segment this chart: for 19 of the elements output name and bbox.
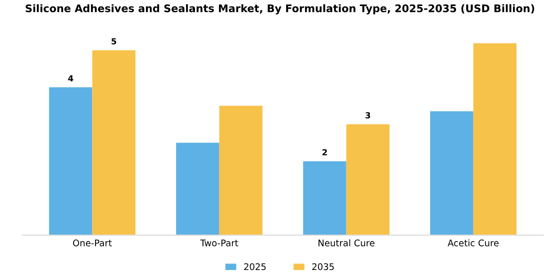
- legend-label: 2025: [244, 263, 266, 270]
- bar: [346, 124, 390, 236]
- x-tick-label: Two-Part: [200, 240, 238, 246]
- bar: [219, 106, 262, 236]
- legend-label: 2035: [312, 263, 334, 270]
- bar: [49, 87, 92, 236]
- data-label: 2: [322, 149, 327, 156]
- x-tick-label: Acetic Cure: [448, 239, 499, 246]
- bar: [303, 161, 346, 236]
- bar: [176, 142, 220, 236]
- data-label: 5: [112, 38, 116, 44]
- bar: [92, 50, 136, 236]
- bar: [430, 111, 474, 236]
- x-tick-label: Neutral Cure: [318, 239, 374, 246]
- data-label: 4: [68, 75, 74, 82]
- data-label: 3: [366, 112, 370, 118]
- chart-title: Silicone Adhesives and Sealants Market, By Formulation Type, 2025-2035 (USD Billion): [26, 4, 534, 14]
- x-tick-label: One-Part: [73, 240, 112, 246]
- bar: [473, 43, 517, 236]
